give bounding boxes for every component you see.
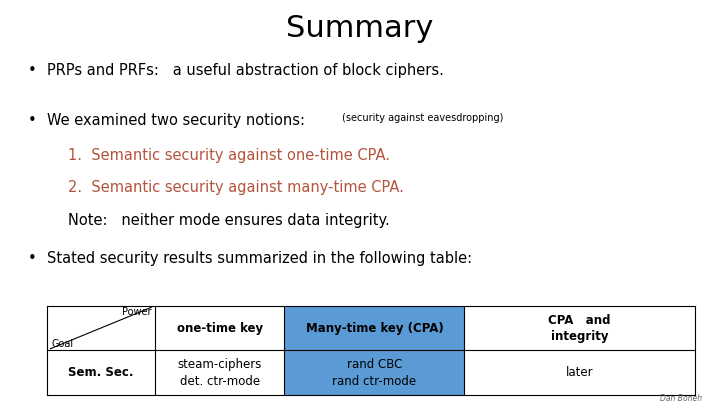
Text: •: • xyxy=(27,251,36,266)
Text: (security against eavesdropping): (security against eavesdropping) xyxy=(342,113,503,124)
Text: Sem. Sec.: Sem. Sec. xyxy=(68,366,133,379)
Text: 2.  Semantic security against many-time CPA.: 2. Semantic security against many-time C… xyxy=(68,180,404,195)
Text: Power: Power xyxy=(122,307,151,317)
Text: Note:   neither mode ensures data integrity.: Note: neither mode ensures data integrit… xyxy=(68,213,390,228)
Text: Summary: Summary xyxy=(287,14,433,43)
Text: Goal: Goal xyxy=(52,339,74,349)
Text: PRPs and PRFs:   a useful abstraction of block ciphers.: PRPs and PRFs: a useful abstraction of b… xyxy=(47,63,444,78)
Text: later: later xyxy=(566,366,593,379)
Text: •: • xyxy=(27,63,36,78)
Text: We examined two security notions:: We examined two security notions: xyxy=(47,113,305,128)
Text: CPA   and
integrity: CPA and integrity xyxy=(549,313,611,343)
Text: one-time key: one-time key xyxy=(176,322,263,335)
Text: rand CBC
rand ctr-mode: rand CBC rand ctr-mode xyxy=(333,358,416,388)
Text: •: • xyxy=(27,113,36,128)
Bar xyxy=(284,306,464,395)
Text: steam-ciphers
det. ctr-mode: steam-ciphers det. ctr-mode xyxy=(177,358,262,388)
Text: Many-time key (CPA): Many-time key (CPA) xyxy=(305,322,444,335)
Text: Dan Boneh: Dan Boneh xyxy=(660,394,702,403)
Text: 1.  Semantic security against one-time CPA.: 1. Semantic security against one-time CP… xyxy=(68,148,390,163)
Text: Stated security results summarized in the following table:: Stated security results summarized in th… xyxy=(47,251,472,266)
